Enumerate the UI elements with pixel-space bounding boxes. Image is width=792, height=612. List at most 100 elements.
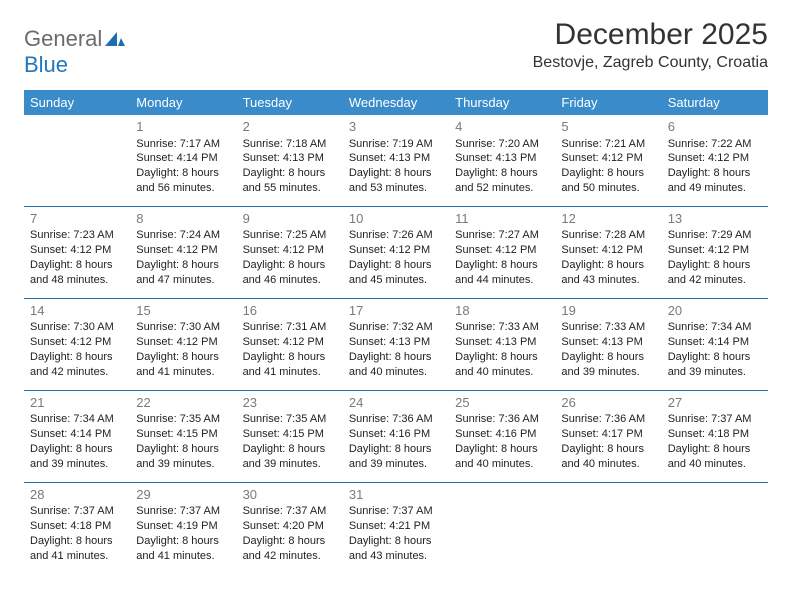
day-detail-line: Daylight: 8 hours xyxy=(30,258,124,273)
day-detail-line: Sunrise: 7:25 AM xyxy=(243,228,337,243)
calendar-day-cell: 24Sunrise: 7:36 AMSunset: 4:16 PMDayligh… xyxy=(343,390,449,482)
calendar-day-cell xyxy=(449,482,555,573)
day-detail-line: Daylight: 8 hours xyxy=(349,350,443,365)
calendar-table: Sunday Monday Tuesday Wednesday Thursday… xyxy=(24,90,768,574)
day-detail-line: Daylight: 8 hours xyxy=(668,258,762,273)
calendar-day-cell: 20Sunrise: 7:34 AMSunset: 4:14 PMDayligh… xyxy=(662,298,768,390)
day-detail-line: Sunrise: 7:37 AM xyxy=(243,504,337,519)
day-detail-line: Sunrise: 7:37 AM xyxy=(30,504,124,519)
day-detail-line: Sunrise: 7:21 AM xyxy=(561,137,655,152)
day-detail-line: Sunrise: 7:20 AM xyxy=(455,137,549,152)
day-number: 19 xyxy=(561,302,655,320)
day-number: 27 xyxy=(668,394,762,412)
day-number: 20 xyxy=(668,302,762,320)
day-detail-line: Sunrise: 7:26 AM xyxy=(349,228,443,243)
day-detail-line: Daylight: 8 hours xyxy=(136,534,230,549)
calendar-day-cell xyxy=(24,115,130,206)
day-number: 30 xyxy=(243,486,337,504)
day-detail-line: and 40 minutes. xyxy=(668,457,762,472)
day-number: 16 xyxy=(243,302,337,320)
day-detail-line: Daylight: 8 hours xyxy=(30,534,124,549)
day-number: 1 xyxy=(136,118,230,136)
calendar-day-cell: 19Sunrise: 7:33 AMSunset: 4:13 PMDayligh… xyxy=(555,298,661,390)
day-detail-line: Daylight: 8 hours xyxy=(668,166,762,181)
day-detail-line: and 39 minutes. xyxy=(349,457,443,472)
calendar-day-cell: 2Sunrise: 7:18 AMSunset: 4:13 PMDaylight… xyxy=(237,115,343,206)
calendar-day-cell: 6Sunrise: 7:22 AMSunset: 4:12 PMDaylight… xyxy=(662,115,768,206)
day-number: 3 xyxy=(349,118,443,136)
day-detail-line: and 39 minutes. xyxy=(136,457,230,472)
day-detail-line: Sunset: 4:15 PM xyxy=(243,427,337,442)
day-detail-line: and 41 minutes. xyxy=(30,549,124,564)
calendar-day-cell: 29Sunrise: 7:37 AMSunset: 4:19 PMDayligh… xyxy=(130,482,236,573)
location: Bestovje, Zagreb County, Croatia xyxy=(533,54,768,72)
day-detail-line: and 46 minutes. xyxy=(243,273,337,288)
day-detail-line: Sunset: 4:12 PM xyxy=(136,335,230,350)
weekday-header: Thursday xyxy=(449,90,555,115)
day-detail-line: Sunrise: 7:24 AM xyxy=(136,228,230,243)
calendar-day-cell: 25Sunrise: 7:36 AMSunset: 4:16 PMDayligh… xyxy=(449,390,555,482)
day-detail-line: and 44 minutes. xyxy=(455,273,549,288)
day-detail-line: and 43 minutes. xyxy=(561,273,655,288)
day-detail-line: and 41 minutes. xyxy=(243,365,337,380)
day-number: 5 xyxy=(561,118,655,136)
month-title: December 2025 xyxy=(533,18,768,52)
calendar-day-cell: 9Sunrise: 7:25 AMSunset: 4:12 PMDaylight… xyxy=(237,206,343,298)
calendar-day-cell: 14Sunrise: 7:30 AMSunset: 4:12 PMDayligh… xyxy=(24,298,130,390)
day-number: 12 xyxy=(561,210,655,228)
day-detail-line: Sunset: 4:12 PM xyxy=(561,151,655,166)
day-detail-line: Sunrise: 7:27 AM xyxy=(455,228,549,243)
day-detail-line: and 40 minutes. xyxy=(455,365,549,380)
calendar-day-cell: 13Sunrise: 7:29 AMSunset: 4:12 PMDayligh… xyxy=(662,206,768,298)
day-detail-line: and 42 minutes. xyxy=(243,549,337,564)
day-detail-line: Daylight: 8 hours xyxy=(30,442,124,457)
calendar-day-cell: 11Sunrise: 7:27 AMSunset: 4:12 PMDayligh… xyxy=(449,206,555,298)
day-detail-line: Sunrise: 7:18 AM xyxy=(243,137,337,152)
day-detail-line: Daylight: 8 hours xyxy=(243,258,337,273)
day-detail-line: and 40 minutes. xyxy=(561,457,655,472)
calendar-day-cell: 12Sunrise: 7:28 AMSunset: 4:12 PMDayligh… xyxy=(555,206,661,298)
calendar-day-cell: 4Sunrise: 7:20 AMSunset: 4:13 PMDaylight… xyxy=(449,115,555,206)
day-detail-line: Sunset: 4:12 PM xyxy=(455,243,549,258)
day-detail-line: Sunrise: 7:32 AM xyxy=(349,320,443,335)
calendar-day-cell: 23Sunrise: 7:35 AMSunset: 4:15 PMDayligh… xyxy=(237,390,343,482)
day-detail-line: Daylight: 8 hours xyxy=(561,258,655,273)
day-detail-line: Daylight: 8 hours xyxy=(455,166,549,181)
day-detail-line: and 40 minutes. xyxy=(349,365,443,380)
calendar-day-cell: 16Sunrise: 7:31 AMSunset: 4:12 PMDayligh… xyxy=(237,298,343,390)
day-detail-line: Daylight: 8 hours xyxy=(455,442,549,457)
day-number: 22 xyxy=(136,394,230,412)
day-detail-line: and 53 minutes. xyxy=(349,181,443,196)
calendar-week-row: 7Sunrise: 7:23 AMSunset: 4:12 PMDaylight… xyxy=(24,206,768,298)
brand-name: GeneralBlue xyxy=(24,26,125,78)
day-number: 25 xyxy=(455,394,549,412)
day-detail-line: Sunset: 4:12 PM xyxy=(30,243,124,258)
brand-logo: GeneralBlue xyxy=(24,18,125,78)
day-detail-line: Daylight: 8 hours xyxy=(136,258,230,273)
weekday-header: Friday xyxy=(555,90,661,115)
day-detail-line: Sunset: 4:13 PM xyxy=(455,335,549,350)
day-detail-line: Sunrise: 7:34 AM xyxy=(30,412,124,427)
day-detail-line: Daylight: 8 hours xyxy=(349,258,443,273)
day-number: 14 xyxy=(30,302,124,320)
day-number: 26 xyxy=(561,394,655,412)
day-detail-line: Sunset: 4:13 PM xyxy=(243,151,337,166)
day-number: 23 xyxy=(243,394,337,412)
calendar-day-cell: 5Sunrise: 7:21 AMSunset: 4:12 PMDaylight… xyxy=(555,115,661,206)
day-detail-line: Sunset: 4:20 PM xyxy=(243,519,337,534)
calendar-day-cell: 30Sunrise: 7:37 AMSunset: 4:20 PMDayligh… xyxy=(237,482,343,573)
calendar-day-cell: 15Sunrise: 7:30 AMSunset: 4:12 PMDayligh… xyxy=(130,298,236,390)
day-detail-line: Sunrise: 7:37 AM xyxy=(349,504,443,519)
day-detail-line: and 39 minutes. xyxy=(561,365,655,380)
calendar-day-cell: 28Sunrise: 7:37 AMSunset: 4:18 PMDayligh… xyxy=(24,482,130,573)
sail-icon xyxy=(105,26,125,52)
day-detail-line: Daylight: 8 hours xyxy=(136,442,230,457)
day-detail-line: Sunrise: 7:35 AM xyxy=(243,412,337,427)
day-detail-line: and 47 minutes. xyxy=(136,273,230,288)
day-number: 17 xyxy=(349,302,443,320)
calendar-day-cell: 26Sunrise: 7:36 AMSunset: 4:17 PMDayligh… xyxy=(555,390,661,482)
day-detail-line: Sunset: 4:14 PM xyxy=(136,151,230,166)
day-detail-line: Daylight: 8 hours xyxy=(668,350,762,365)
day-detail-line: Daylight: 8 hours xyxy=(349,534,443,549)
weekday-header: Saturday xyxy=(662,90,768,115)
